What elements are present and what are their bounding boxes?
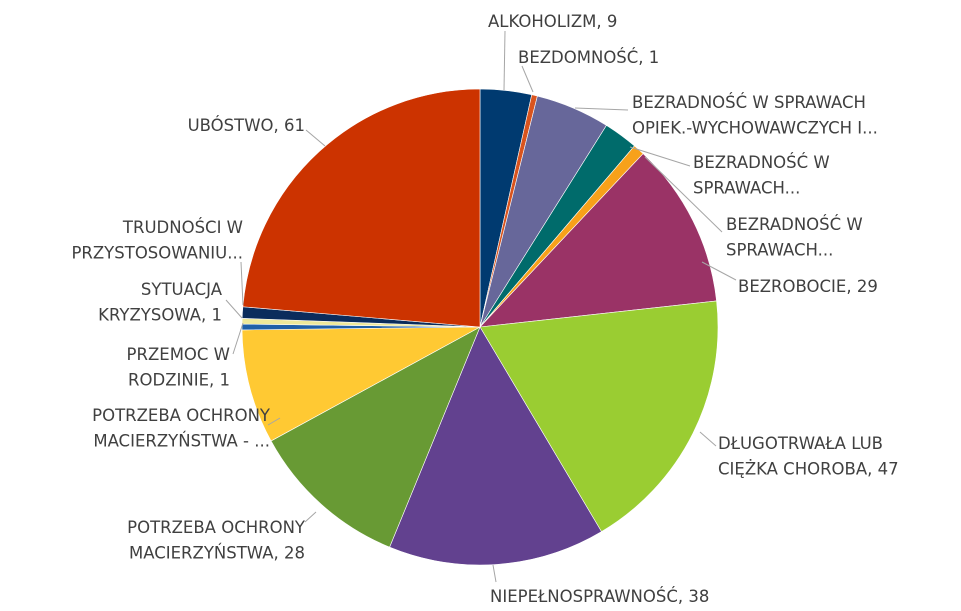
leader-line	[629, 146, 691, 167]
slice-label: DŁUGOTRWAŁA LUB CIĘŻKA CHOROBA, 47	[718, 434, 899, 479]
leader-line	[267, 417, 281, 426]
slice-label-line: MACIERZYŃSTWA, 28	[129, 543, 305, 562]
leader-line	[574, 107, 629, 111]
leader-line	[644, 156, 723, 233]
slice-label: BEZDOMNOŚĆ, 1	[518, 48, 659, 67]
slice-label-line: POTRZEBA OCHRONY	[127, 518, 306, 537]
slice-label-line: ALKOHOLIZM, 9	[488, 12, 617, 31]
slice-label-line: POTRZEBA OCHRONY	[92, 406, 271, 425]
leader-line	[305, 129, 326, 147]
leader-line	[521, 65, 534, 93]
slice-label: POTRZEBA OCHRONY MACIERZYŃSTWA, 28	[127, 518, 306, 563]
slice-label-line: RODZINIE, 1	[128, 370, 230, 389]
leader-line	[240, 261, 244, 306]
pie-slice	[479, 153, 717, 328]
slice-label-line: BEZRADNOŚĆ W SPRAWACH	[632, 93, 866, 112]
leader-line	[701, 261, 737, 281]
slice-label: UBÓSTWO, 61	[188, 116, 305, 135]
slice-label-line: SPRAWACH...	[693, 178, 800, 197]
slice-label: PRZEMOC W RODZINIE, 1	[127, 345, 230, 390]
slice-label-line: NIEPEŁNOSPRAWNOŚĆ, 38	[490, 587, 709, 606]
slice-label: SYTUACJA KRYZYSOWA, 1	[98, 280, 223, 325]
slice-label-line: SYTUACJA	[141, 280, 223, 299]
slice-label-line: BEZROBOCIE, 29	[738, 277, 878, 296]
slice-label-line: SPRAWACH...	[726, 240, 833, 259]
slice-label: TRUDNOŚCI W PRZYSTOSOWANIU...	[71, 218, 243, 263]
leader-line	[304, 511, 317, 523]
leader-line	[503, 30, 506, 91]
leader-line	[225, 299, 243, 319]
slice-label: BEZRADNOŚĆ W SPRAWACH...	[693, 153, 830, 198]
pie-slice	[241, 326, 481, 442]
slice-label: ALKOHOLIZM, 9	[488, 12, 617, 31]
slice-label: NIEPEŁNOSPRAWNOŚĆ, 38	[490, 587, 709, 606]
pie	[241, 88, 719, 566]
slice-label-line: PRZYSTOSOWANIU...	[71, 243, 243, 262]
slice-label: BEZRADNOŚĆ W SPRAWACH OPIEK.-WYCHOWAWCZYC…	[632, 93, 878, 138]
leader-line	[232, 322, 244, 355]
pie-slice	[242, 88, 481, 328]
pie-slice	[389, 326, 602, 566]
pie-slice	[479, 300, 719, 533]
slice-label: BEZRADNOŚĆ W SPRAWACH...	[726, 215, 863, 260]
slice-label-line: OPIEK.-WYCHOWAWCZYCH I...	[632, 118, 878, 137]
slice-label-line: BEZRADNOŚĆ W	[726, 215, 863, 234]
slice-label-line: TRUDNOŚCI W	[122, 218, 243, 237]
leader-line	[492, 564, 497, 583]
slice-label-line: MACIERZYŃSTWA - ...	[93, 431, 270, 450]
slice-label-line: KRYZYSOWA, 1	[98, 305, 222, 324]
slice-label: POTRZEBA OCHRONY MACIERZYŃSTWA - ...	[92, 406, 271, 451]
slice-label: BEZROBOCIE, 29	[738, 277, 878, 296]
slice-label-line: BEZRADNOŚĆ W	[693, 153, 830, 172]
slice-label-line: BEZDOMNOŚĆ, 1	[518, 48, 659, 67]
slice-label-line: CIĘŻKA CHOROBA, 47	[718, 459, 899, 478]
pie-slice	[270, 326, 481, 548]
slice-label-line: UBÓSTWO, 61	[188, 116, 305, 135]
leader-line	[699, 431, 717, 447]
slice-label-line: DŁUGOTRWAŁA LUB	[718, 434, 883, 453]
slice-label-line: PRZEMOC W	[127, 345, 230, 364]
